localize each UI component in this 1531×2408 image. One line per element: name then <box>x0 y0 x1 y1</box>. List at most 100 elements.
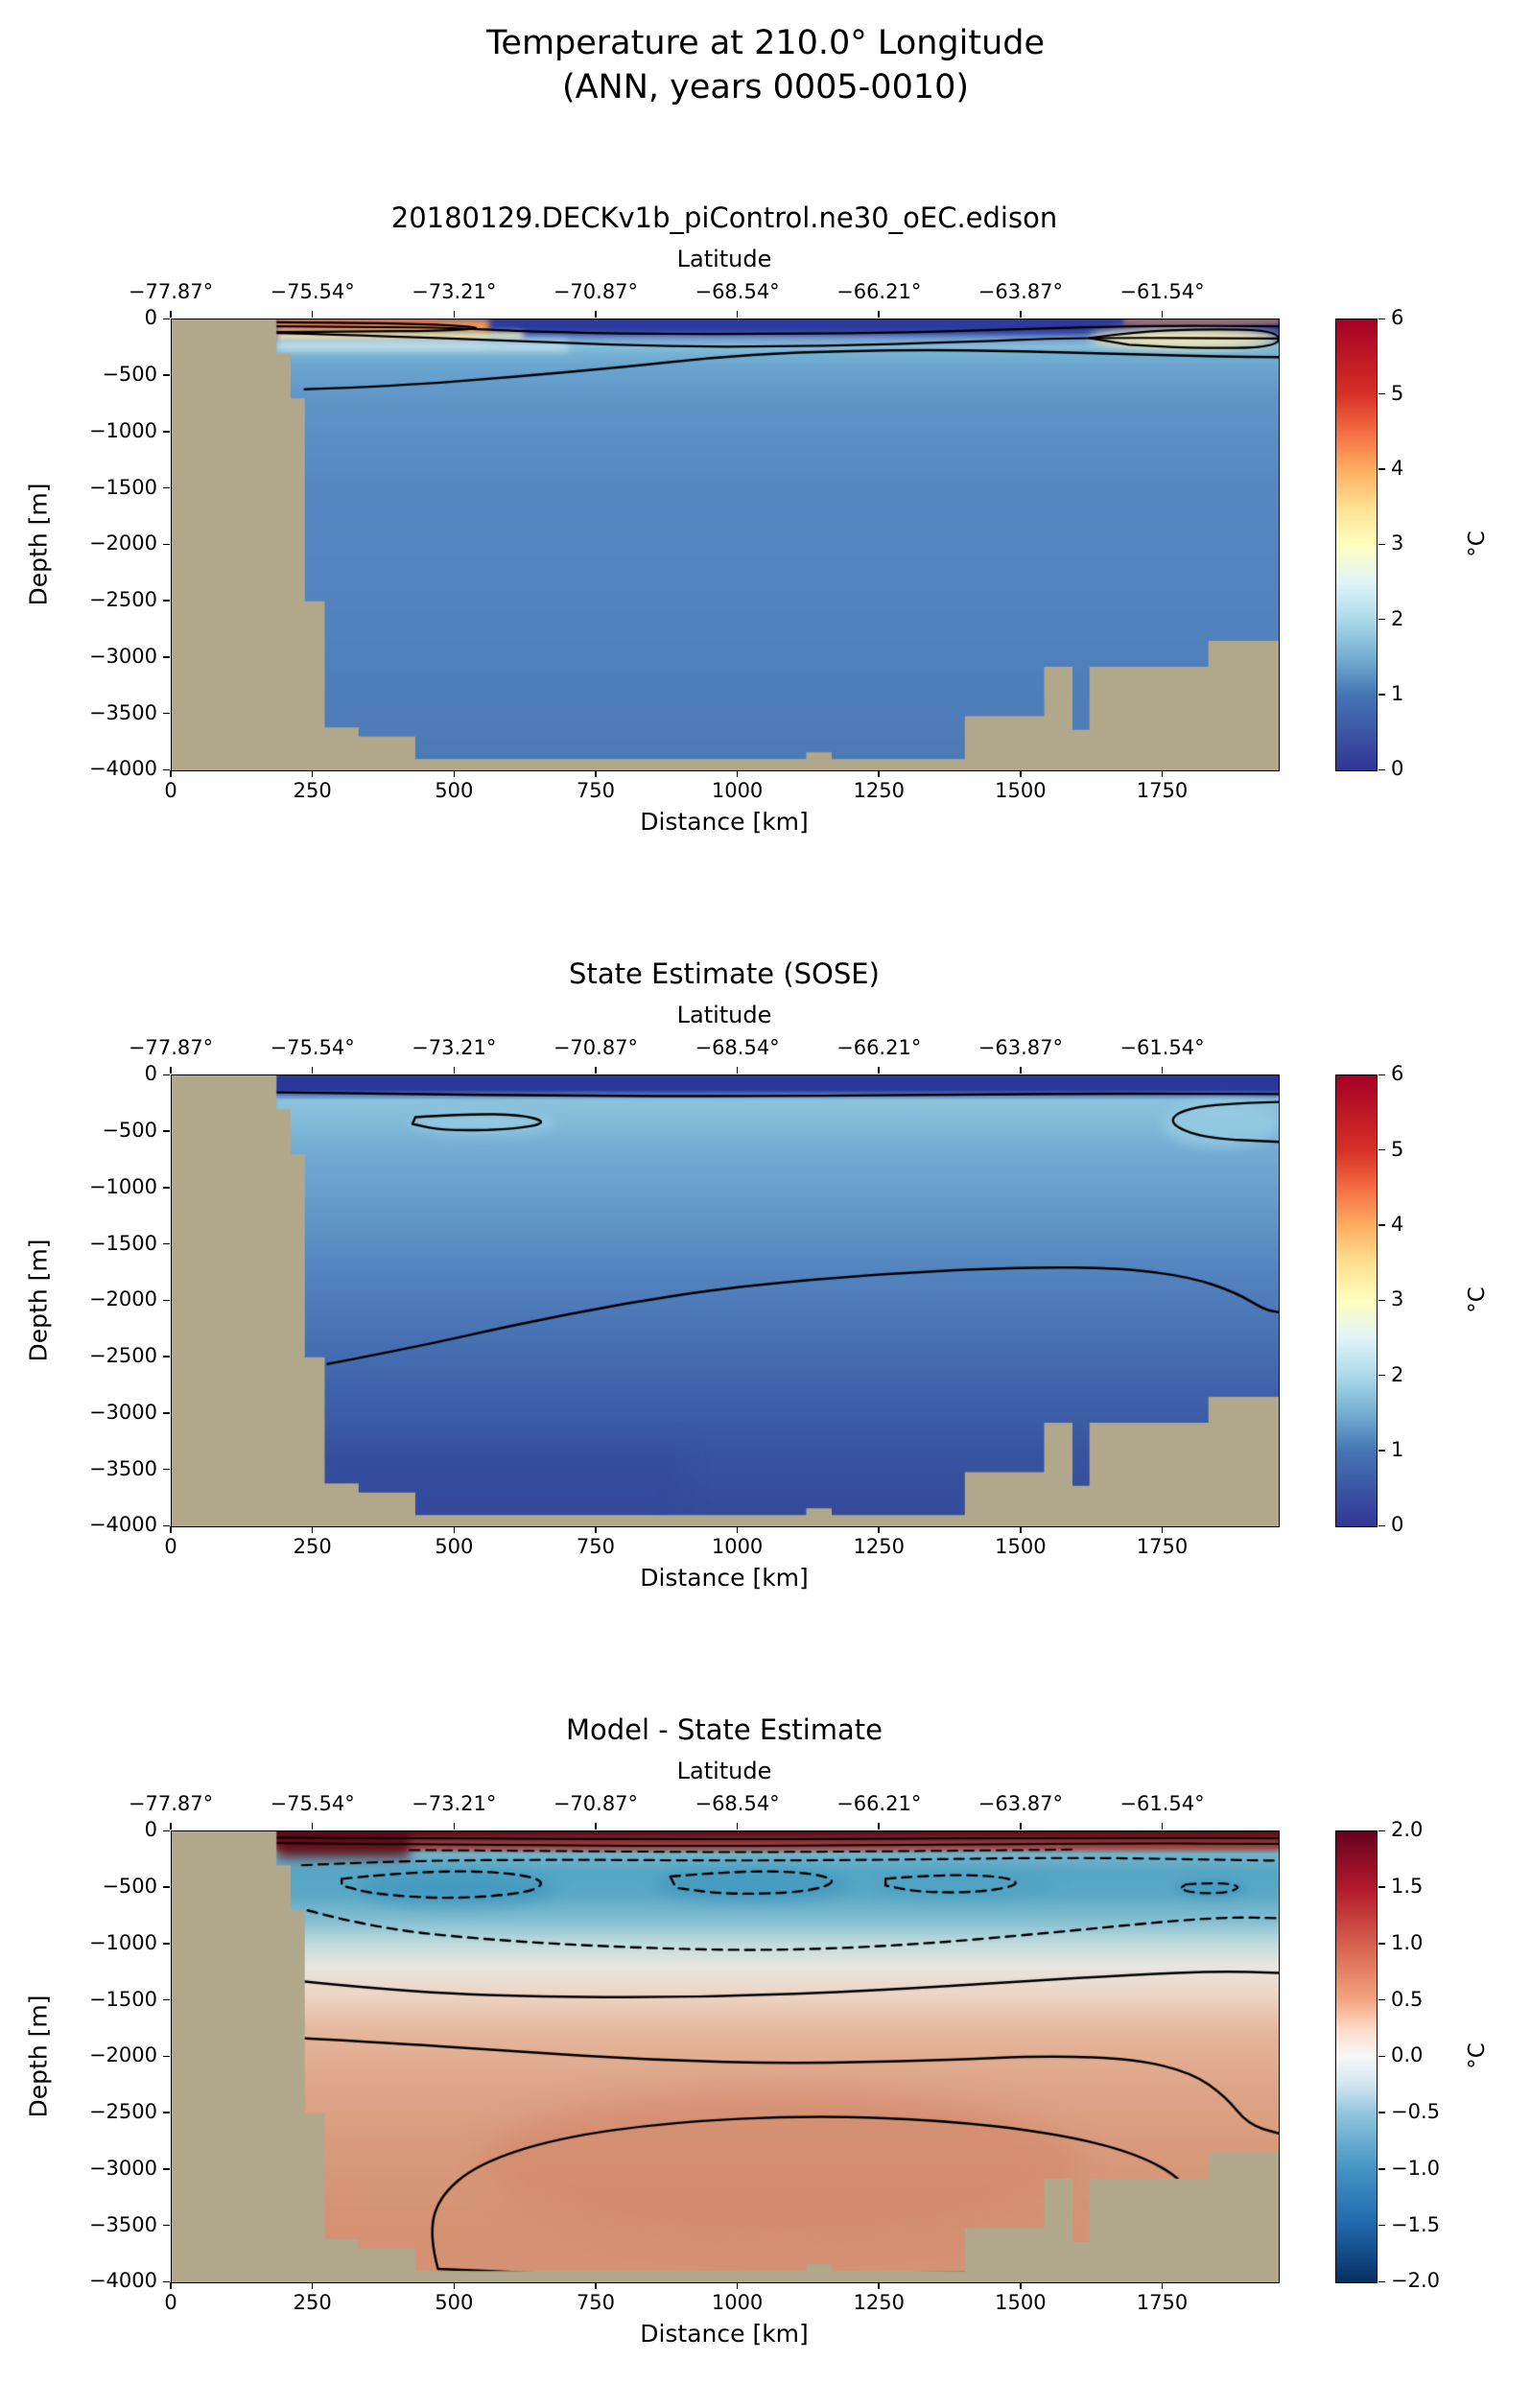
depth-tick-label: −500 <box>102 1119 157 1143</box>
tick-mark <box>1378 1998 1385 2001</box>
panel-model: 20180129.DECKv1b_piControl.ne30_oEC.edis… <box>0 201 1531 842</box>
tick-mark <box>1378 543 1385 546</box>
tick-mark <box>163 712 170 715</box>
latitude-tick-labels: −77.87° −75.54° −73.21° −70.87° −68.54° −66.2… <box>129 1036 1278 1063</box>
tick-mark <box>1161 770 1164 778</box>
tick-mark <box>1020 1067 1022 1074</box>
tick-mark <box>311 311 314 319</box>
tick-mark <box>163 1468 170 1471</box>
tick-mark <box>1020 1823 1022 1830</box>
plot-area <box>171 1830 1280 2284</box>
tick-mark <box>1378 2280 1385 2283</box>
depth-tick-label: −500 <box>102 363 157 387</box>
lat-tick-label: −66.21° <box>836 280 922 304</box>
distance-tick-labels: 0 250 500 750 1000 1250 1500 1750 <box>164 779 1278 804</box>
panel-title: State Estimate (SOSE) <box>569 957 880 991</box>
tick-mark <box>595 2282 597 2290</box>
tick-mark <box>453 1067 456 1074</box>
tick-mark <box>170 311 172 319</box>
lat-tick-label: −70.87° <box>553 280 639 304</box>
lat-tick-label: −75.54° <box>270 1792 355 1816</box>
colorbar-tick-labels: 0 1 2 3 4 5 6 <box>1391 1062 1477 1536</box>
depth-tick-label: 0 <box>144 1818 157 1842</box>
tick-mark <box>878 2282 880 2290</box>
distance-tick-label: 1000 <box>711 2291 764 2315</box>
colorbar-tick-marks <box>1378 1074 1385 1527</box>
tick-mark <box>311 2282 314 2290</box>
depth-tick-label: −1000 <box>88 1174 157 1198</box>
colorbar-tick-label: 1 <box>1391 1438 1404 1462</box>
tick-mark <box>1378 694 1385 696</box>
colorbar <box>1335 319 1378 772</box>
depth-tick-marks <box>163 1074 170 1527</box>
lat-tick-label: −63.87° <box>977 1036 1063 1060</box>
colorbar-tick-label: 3 <box>1391 1287 1404 1311</box>
lat-tick-label: −61.54° <box>1119 1036 1205 1060</box>
tick-mark <box>453 311 456 319</box>
colorbar-tick-label: 2.0 <box>1391 1818 1424 1842</box>
distance-tick-label: 750 <box>576 779 615 803</box>
tick-mark <box>878 770 880 778</box>
distance-tick-labels: 0 250 500 750 1000 1250 1500 1750 <box>164 1535 1278 1560</box>
tick-mark <box>1378 1074 1385 1076</box>
distance-tick-label: 500 <box>435 1535 474 1559</box>
depth-tick-label: −3000 <box>88 1400 157 1424</box>
panel-title: Model - State Estimate <box>565 1713 883 1747</box>
temperature-section-canvas <box>172 319 1279 771</box>
tick-mark <box>170 2282 172 2290</box>
tick-mark <box>1378 1450 1385 1452</box>
lat-tick-label: −73.21° <box>412 1036 497 1060</box>
tick-mark <box>878 311 880 319</box>
tick-mark <box>163 1187 170 1189</box>
depth-tick-label: −1000 <box>88 1930 157 1954</box>
tick-mark <box>1378 1943 1385 1945</box>
distance-tick-label: 1250 <box>853 2291 905 2315</box>
tick-mark <box>736 2282 739 2290</box>
tick-mark <box>163 2055 170 2058</box>
tick-mark <box>163 1886 170 1888</box>
panel-state-estimate: State Estimate (SOSE) Latitude −77.87° −7… <box>0 957 1531 1598</box>
distance-axis-label: Distance [km] <box>640 808 809 837</box>
lat-tick-label: −73.21° <box>412 280 497 304</box>
depth-tick-label: −2500 <box>88 2100 157 2124</box>
tick-mark <box>595 1823 597 1830</box>
tick-mark <box>170 1823 172 1830</box>
tick-mark <box>163 2280 170 2283</box>
latitude-tick-labels: −77.87° −75.54° −73.21° −70.87° −68.54° −66.2… <box>129 1792 1278 1819</box>
depth-tick-label: −3000 <box>88 2156 157 2180</box>
tick-mark <box>736 1067 739 1074</box>
colorbar-tick-label: 4 <box>1391 1213 1404 1237</box>
lat-tick-label: −61.54° <box>1119 1792 1205 1816</box>
depth-tick-labels: 0 −500 −1000 −1500 −2000 −2500 −3000 −3500 −4000 <box>58 1818 157 2292</box>
colorbar-tick-label: −0.5 <box>1391 2100 1440 2124</box>
distance-tick-label: 0 <box>164 2291 177 2315</box>
colorbar-tick-label: 1.0 <box>1391 1930 1424 1954</box>
tick-mark <box>736 1823 739 1830</box>
depth-axis-label: Depth [m] <box>21 1074 56 1525</box>
figure-title-line2: (ANN, years 0005-0010) <box>561 68 970 107</box>
distance-tick-label: 1250 <box>853 1535 905 1559</box>
distance-tick-label: 1750 <box>1136 779 1189 803</box>
tick-mark <box>1378 1886 1385 1888</box>
tick-mark <box>595 311 597 319</box>
distance-tick-label: 0 <box>164 779 177 803</box>
depth-tick-marks <box>163 1830 170 2283</box>
tick-mark <box>170 770 172 778</box>
distance-tick-label: 1500 <box>995 1535 1047 1559</box>
depth-tick-label: −1500 <box>88 1231 157 1255</box>
distance-tick-label: 750 <box>576 2291 615 2315</box>
depth-tick-label: −2500 <box>88 588 157 612</box>
distance-tick-label: 750 <box>576 1535 615 1559</box>
latitude-tick-labels: −77.87° −75.54° −73.21° −70.87° −68.54° −66.2… <box>129 280 1278 307</box>
colorbar-tick-label: 2 <box>1391 1362 1404 1386</box>
figure: Temperature at 210.0° Longitude (ANN, ye… <box>0 24 1531 2348</box>
colorbar-units-label: °C <box>1462 319 1493 769</box>
tick-mark <box>595 1067 597 1074</box>
distance-tick-marks <box>170 770 1278 778</box>
tick-mark <box>736 1526 739 1534</box>
colorbar-units-text: °C <box>1465 2042 1490 2070</box>
colorbar-tick-label: −1.5 <box>1391 2212 1440 2236</box>
lat-tick-label: −68.54° <box>695 1792 780 1816</box>
depth-tick-label: −2000 <box>88 1287 157 1311</box>
tick-mark <box>1161 1526 1164 1534</box>
